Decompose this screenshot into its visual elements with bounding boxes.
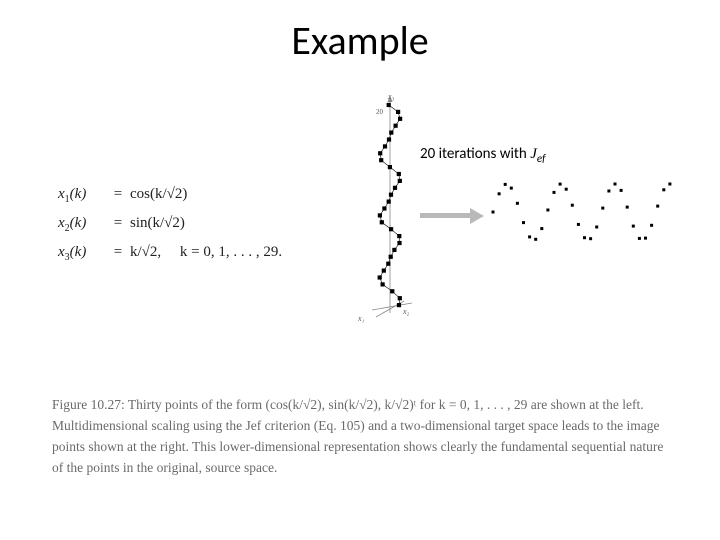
equation-row: x2(k) = sin(k/√2) — [58, 209, 282, 238]
axis-tick-20: 20 — [376, 108, 383, 116]
iteration-annotation: 20 iterations with Jef — [420, 145, 545, 165]
axis-label-x1: x₁ — [358, 314, 364, 323]
helix-chart — [350, 95, 430, 320]
sine-chart — [490, 170, 680, 255]
equation-row: x1(k) = cos(k/√2) — [58, 180, 282, 209]
axis-label-x3: x₃ — [388, 92, 394, 101]
equation-row: x3(k) = k/√2, k = 0, 1, . . . , 29. — [58, 238, 282, 267]
axis-label-x2: x₂ — [403, 307, 409, 316]
arrow-icon — [420, 210, 485, 222]
equation-block: x1(k) = cos(k/√2) x2(k) = sin(k/√2) x3(k… — [58, 180, 282, 267]
page-title: Example — [0, 16, 720, 65]
figure-caption: Figure 10.27: Thirty points of the form … — [52, 395, 667, 479]
